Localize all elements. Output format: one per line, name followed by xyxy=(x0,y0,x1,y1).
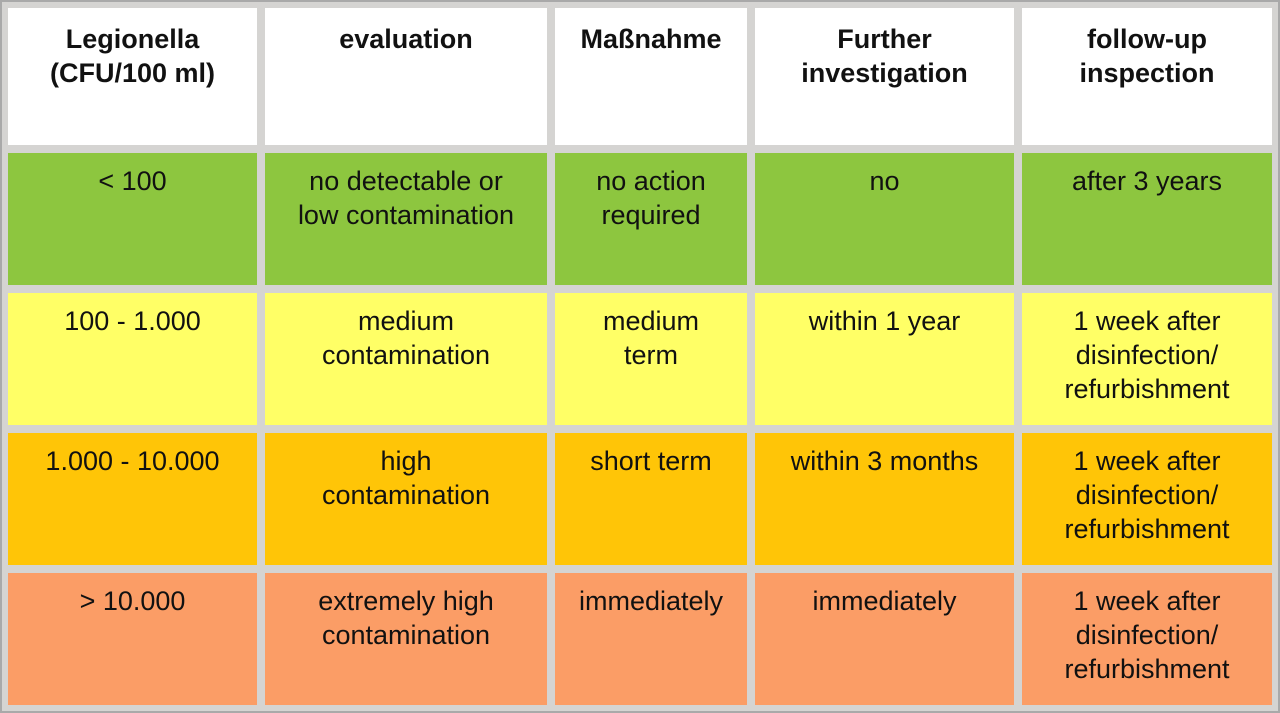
table-cell: extremely high contamination xyxy=(265,573,547,705)
header-cell-evaluation: evaluation xyxy=(265,8,547,145)
table-cell: 100 - 1.000 xyxy=(8,293,257,425)
table-cell: no detectable or low contamination xyxy=(265,153,547,285)
table-cell: within 3 months xyxy=(755,433,1014,565)
table-cell: 1 week after disinfection/ refurbishment xyxy=(1022,573,1272,705)
header-cell-further-investigation: Further investigation xyxy=(755,8,1014,145)
table-cell: high contamination xyxy=(265,433,547,565)
table-cell: < 100 xyxy=(8,153,257,285)
table-cell: short term xyxy=(555,433,747,565)
header-cell-legionella: Legionella (CFU/100 ml) xyxy=(8,8,257,145)
table-cell: 1 week after disinfection/ refurbishment xyxy=(1022,433,1272,565)
table-cell: 1.000 - 10.000 xyxy=(8,433,257,565)
table-cell: immediately xyxy=(555,573,747,705)
header-cell-followup-inspection: follow-up inspection xyxy=(1022,8,1272,145)
table-cell: no xyxy=(755,153,1014,285)
table-cell: immediately xyxy=(755,573,1014,705)
table-cell: after 3 years xyxy=(1022,153,1272,285)
table-cell: medium term xyxy=(555,293,747,425)
table-cell: 1 week after disinfection/ refurbishment xyxy=(1022,293,1272,425)
header-cell-massnahme: Maßnahme xyxy=(555,8,747,145)
table-cell: > 10.000 xyxy=(8,573,257,705)
table-cell: within 1 year xyxy=(755,293,1014,425)
table-cell: medium contamination xyxy=(265,293,547,425)
table-cell: no action required xyxy=(555,153,747,285)
